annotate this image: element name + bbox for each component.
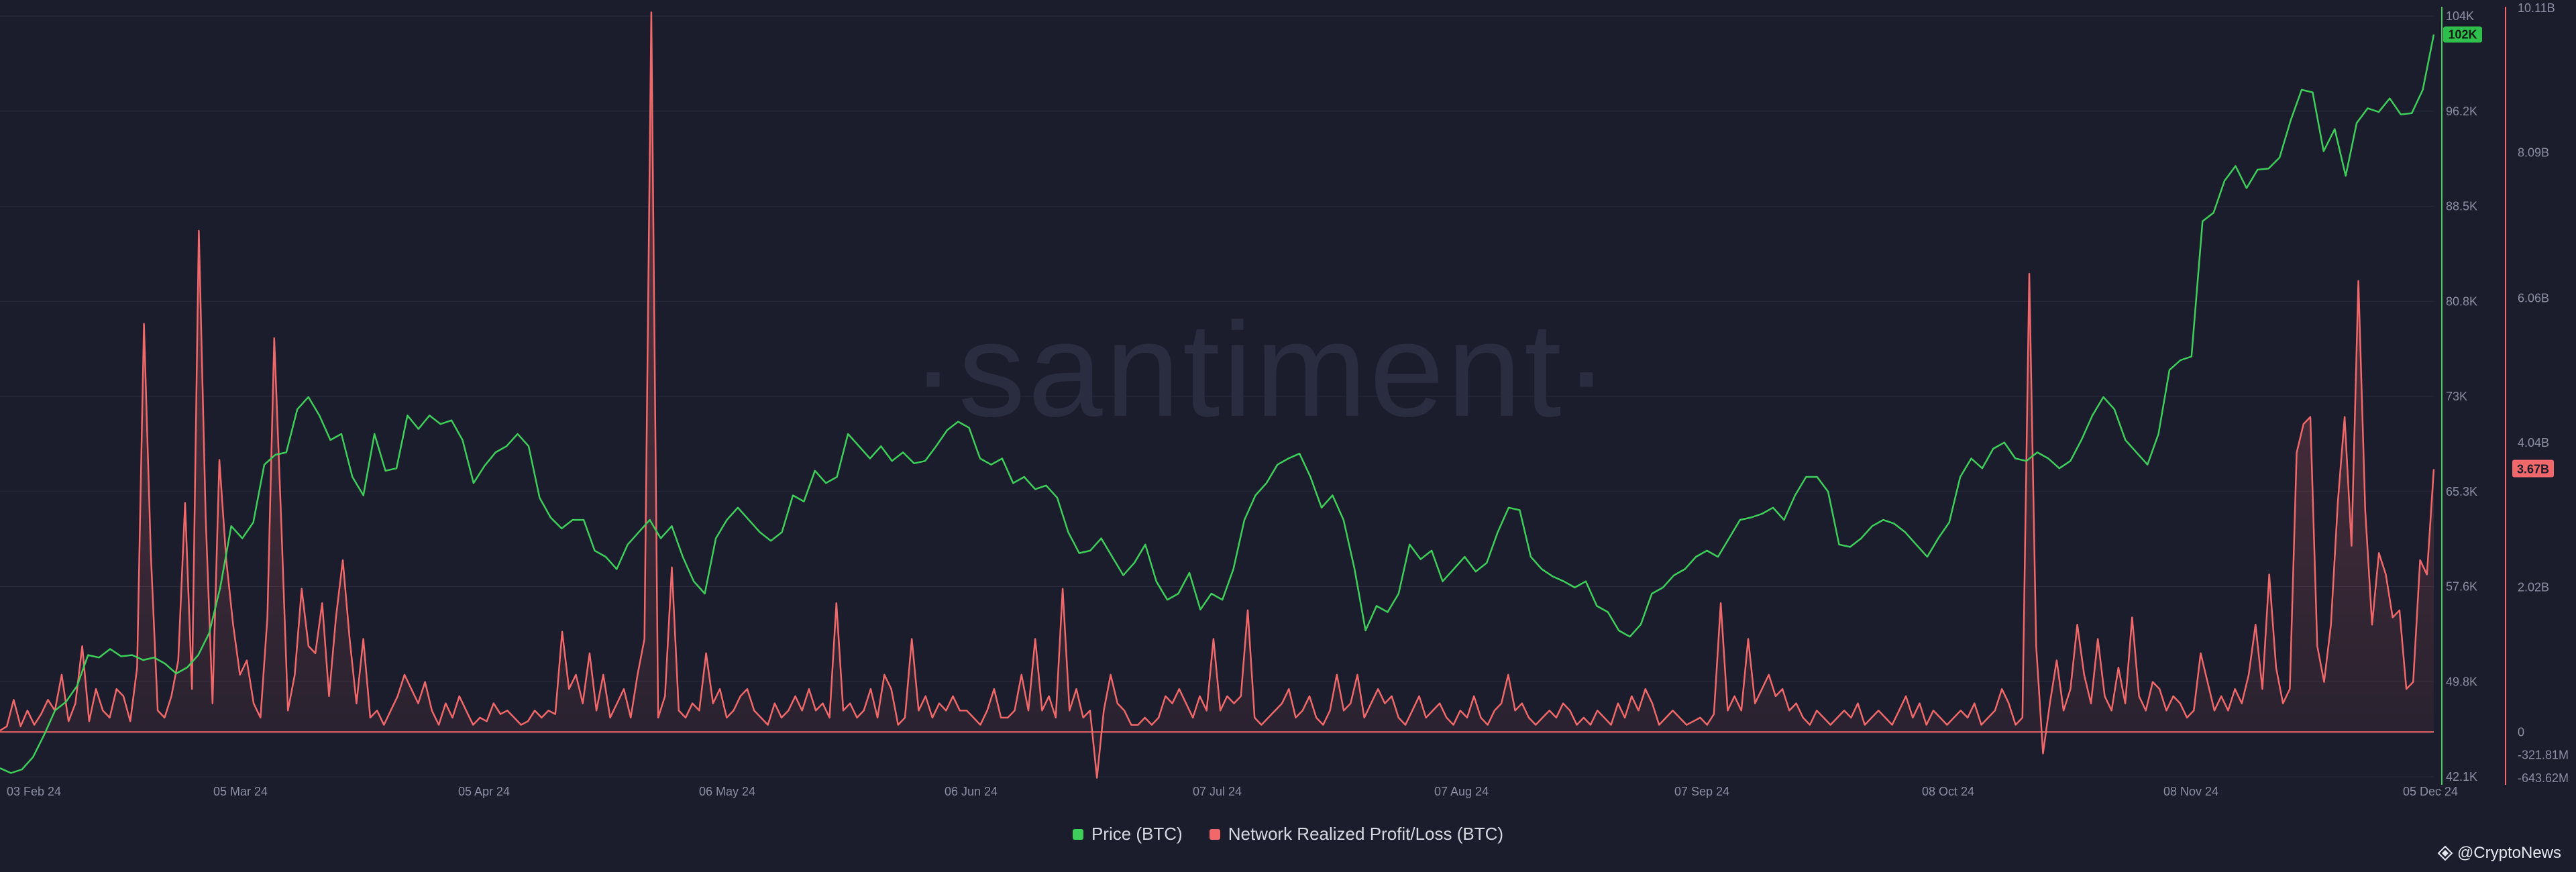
price-series <box>0 34 2435 774</box>
profit-axis-tick-label: 10.11B <box>2518 1 2555 15</box>
price-axis-tick-label: 57.6K <box>2446 580 2477 594</box>
profit-axis-ticks: 10.11B 8.09B 6.06B 4.04B 2.02B 0 -321.81M -643.… <box>2518 1 2569 785</box>
legend-item-price[interactable]: Price (BTC) <box>1072 824 1183 844</box>
profit-loss-area <box>0 12 2434 778</box>
price-line[interactable] <box>0 34 2435 774</box>
brand-label: @CryptoNews <box>2457 844 2561 862</box>
profit-axis-tick-label: 4.04B <box>2518 436 2549 449</box>
price-axis-tick-label: 49.8K <box>2446 675 2477 688</box>
x-axis-tick-label: 05 Dec 24 <box>2403 785 2458 798</box>
x-axis-tick-label: 03 Feb 24 <box>7 785 61 798</box>
brand-watermark: @CryptoNews <box>2437 844 2561 863</box>
profit-axis-tick-label: -321.81M <box>2518 749 2569 762</box>
watermark: ·santiment· <box>911 295 1611 445</box>
profit-current-tag <box>2512 459 2554 478</box>
x-axis-tick-label: 05 Apr 24 <box>458 785 510 798</box>
chart-grid <box>0 15 2434 777</box>
cryptonews-logo-icon <box>2437 845 2453 861</box>
x-axis-tick-label: 06 May 24 <box>699 785 755 798</box>
legend-swatch-profit-loss <box>1209 828 1220 840</box>
x-axis-tick-label: 07 Sep 24 <box>1674 785 1729 798</box>
legend-swatch-price <box>1072 828 1083 840</box>
profit-axis-tick-label: 0 <box>2518 725 2524 739</box>
price-axis-tick-label: 42.1K <box>2446 770 2477 783</box>
x-axis-tick-label: 05 Mar 24 <box>213 785 268 798</box>
price-current-tag-label: 102K <box>2448 28 2477 41</box>
profit-axis-tick-label: 6.06B <box>2518 291 2549 305</box>
x-axis-tick-label: 06 Jun 24 <box>945 785 998 798</box>
profit-series <box>0 11 2435 779</box>
x-axis-tick-label: 07 Aug 24 <box>1434 785 1489 798</box>
price-axis-ticks: 104K 96.2K 88.5K 80.8K 73K 65.3K 57.6K 49.8K 42.… <box>2446 9 2477 783</box>
profit-current-tag-label: 3.67B <box>2517 463 2549 476</box>
price-current-tag <box>2443 26 2482 43</box>
x-axis-tick-label: 07 Jul 24 <box>1193 785 1242 798</box>
price-axis-tick-label: 65.3K <box>2446 485 2477 498</box>
price-axis-tick-label: 96.2K <box>2446 105 2477 118</box>
chart-axes: 102K 3.67B <box>2441 7 2554 785</box>
profit-loss-line[interactable] <box>0 11 2435 779</box>
price-axis-tick-label: 80.8K <box>2446 294 2477 308</box>
profit-axis-tick-label: -643.62M <box>2518 771 2569 785</box>
legend-item-profit-loss[interactable]: Network Realized Profit/Loss (BTC) <box>1209 824 1504 844</box>
x-axis-tick-label: 08 Nov 24 <box>2163 785 2218 798</box>
x-axis-ticks: 03 Feb 24 05 Mar 24 05 Apr 24 06 May 24 06 J… <box>7 785 2458 798</box>
profit-axis-tick-label: 2.02B <box>2518 581 2549 594</box>
chart-legend: Price (BTC) Network Realized Profit/Loss… <box>0 824 2576 844</box>
profit-axis-tick-label: 8.09B <box>2518 146 2549 160</box>
x-axis-tick-label: 08 Oct 24 <box>1922 785 1974 798</box>
legend-label-profit-loss: Network Realized Profit/Loss (BTC) <box>1228 824 1504 844</box>
price-axis-tick-label: 73K <box>2446 390 2467 403</box>
price-profit-chart: ·santiment· 102K 3.67B 03 Feb 24 05 Mar 24… <box>0 1 2569 798</box>
price-axis-tick-label: 104K <box>2446 9 2474 23</box>
price-axis-tick-label: 88.5K <box>2446 200 2477 213</box>
legend-label-price: Price (BTC) <box>1091 824 1183 844</box>
